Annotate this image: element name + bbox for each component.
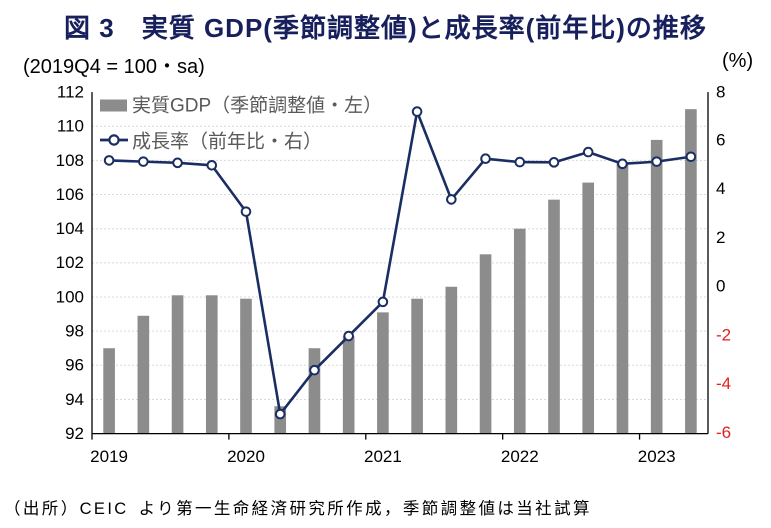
svg-text:98: 98 [65, 322, 84, 341]
svg-text:実質GDP（季節調整値・左）: 実質GDP（季節調整値・左） [132, 95, 382, 117]
svg-text:104: 104 [56, 219, 84, 238]
svg-text:2019: 2019 [90, 447, 128, 466]
svg-text:-6: -6 [716, 423, 731, 442]
svg-text:-2: -2 [716, 325, 731, 344]
svg-text:2021: 2021 [364, 447, 402, 466]
svg-text:92: 92 [65, 424, 84, 443]
svg-text:-4: -4 [716, 374, 731, 393]
svg-text:2: 2 [716, 228, 725, 247]
svg-text:112: 112 [57, 83, 84, 102]
svg-text:96: 96 [65, 356, 84, 375]
svg-text:2020: 2020 [227, 447, 265, 466]
svg-text:8: 8 [716, 83, 725, 102]
svg-text:110: 110 [57, 117, 84, 136]
svg-text:102: 102 [56, 253, 84, 272]
svg-text:6: 6 [716, 131, 725, 150]
svg-text:成長率（前年比・右）: 成長率（前年比・右） [132, 131, 322, 153]
svg-text:2022: 2022 [501, 447, 539, 466]
svg-text:94: 94 [65, 390, 84, 409]
svg-text:106: 106 [56, 185, 84, 204]
svg-text:0: 0 [716, 277, 725, 296]
svg-text:108: 108 [56, 151, 84, 170]
svg-text:2023: 2023 [638, 447, 676, 466]
svg-text:4: 4 [716, 179, 725, 198]
svg-text:100: 100 [56, 287, 84, 306]
